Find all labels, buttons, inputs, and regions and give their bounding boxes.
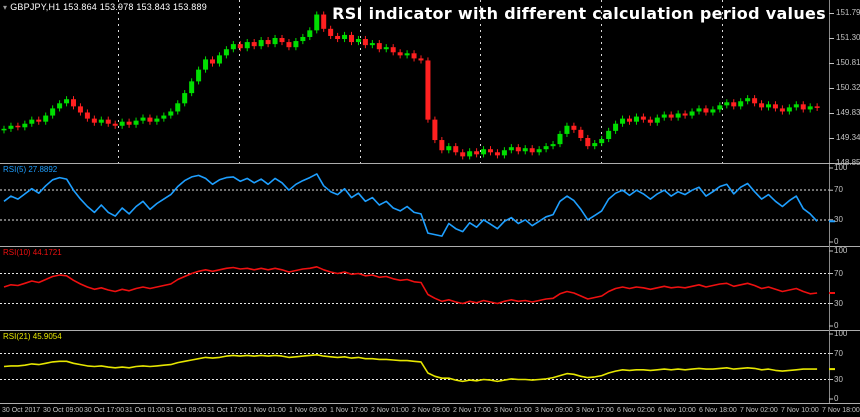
price-axis-label: 149.830: [836, 108, 860, 117]
symbol-info-bar: ▾ GBPJPY,H1 153.864 153.978 153.843 153.8…: [3, 3, 207, 12]
time-axis-label: 2 Nov 17:00: [453, 407, 491, 414]
rsi-scale-label: 70: [834, 348, 843, 358]
rsi-scale-label: 30: [834, 214, 843, 224]
time-axis-label: 31 Oct 01:00: [125, 407, 166, 414]
rsi-scale-label: 30: [834, 298, 843, 308]
price-axis-label: 151.300: [836, 33, 860, 42]
pane-separators: [0, 0, 860, 404]
rsi-scale-label: 70: [834, 185, 843, 195]
rsi-scale-label: 100: [834, 329, 848, 338]
time-axis-label: 31 Oct 09:00: [166, 407, 207, 414]
time-axis[interactable]: [0, 404, 860, 417]
rsi-scale-label: 100: [834, 163, 848, 172]
time-axis-label: 6 Nov 18:00: [699, 407, 737, 414]
time-axis-label: 2 Nov 09:00: [412, 407, 450, 414]
rsi-scale-label: 100: [834, 246, 848, 255]
time-axis-label: 30 Oct 09:00: [43, 407, 84, 414]
time-axis-label: 7 Nov 10:00: [781, 407, 819, 414]
chart-annotation-title: RSI indicator with different calculation…: [332, 4, 826, 23]
price-axis-label: 150.320: [836, 83, 860, 92]
time-axis-label: 3 Nov 17:00: [576, 407, 614, 414]
price-axis-label: 150.810: [836, 58, 860, 67]
rsi-scale-label: 70: [834, 268, 843, 278]
time-axis-label: 3 Nov 09:00: [535, 407, 573, 414]
price-axis-label: 149.340: [836, 133, 860, 142]
grid-vertical-lines: [118, 0, 723, 163]
rsi-pane-10[interactable]: [0, 250, 835, 327]
rsi5-indicator-label: RSI(5) 27.8892: [3, 165, 58, 174]
rsi-scale-label: 0: [834, 394, 839, 403]
time-axis-label: 31 Oct 17:00: [207, 407, 248, 414]
time-axis-label: 30 Oct 2017: [2, 407, 41, 414]
time-axis-label: 7 Nov 18:00: [822, 407, 860, 414]
price-axis-label: 151.790: [836, 8, 860, 17]
rsi-scale-label: 0: [834, 321, 839, 330]
time-axis-label: 6 Nov 10:00: [658, 407, 696, 414]
time-axis-label: 30 Oct 17:00: [84, 407, 125, 414]
rsi-pane-21[interactable]: [0, 333, 835, 400]
rsi-scale-label: 0: [834, 237, 839, 246]
time-axis-label: 7 Nov 02:00: [740, 407, 778, 414]
price-axis[interactable]: [829, 0, 860, 403]
rsi10-indicator-label: RSI(10) 44.1721: [3, 248, 62, 257]
symbol-info-text: GBPJPY,H1 153.864 153.978 153.843 153.88…: [10, 2, 207, 12]
rsi21-indicator-label: RSI(21) 45.9054: [3, 332, 62, 341]
time-axis-label: 6 Nov 02:00: [617, 407, 655, 414]
rsi-pane-5[interactable]: [0, 167, 835, 243]
rsi-scale-label: 30: [834, 374, 843, 384]
symbol-dropdown-icon[interactable]: ▾: [3, 3, 8, 12]
time-axis-label: 2 Nov 01:00: [371, 407, 409, 414]
time-axis-label: 1 Nov 09:00: [289, 407, 327, 414]
time-axis-label: 3 Nov 01:00: [494, 407, 532, 414]
time-axis-label: 1 Nov 17:00: [330, 407, 368, 414]
time-axis-label: 1 Nov 01:00: [248, 407, 286, 414]
candlestick-series: [1, 11, 820, 160]
price-axis-label: 148.850: [836, 158, 860, 167]
